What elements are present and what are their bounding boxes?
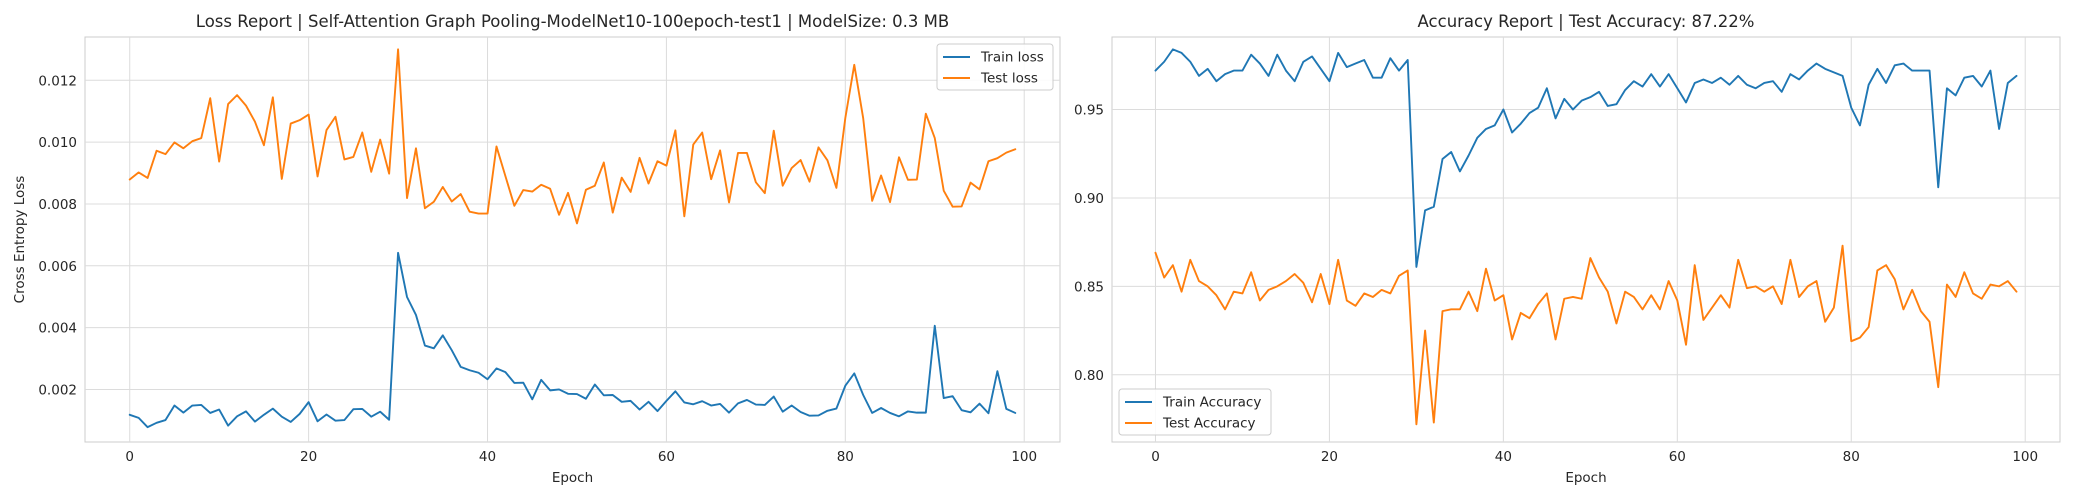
accuracy-y-tick-label: 0.80 — [1074, 368, 1104, 384]
loss-y-axis-label: Cross Entropy Loss — [12, 176, 28, 304]
accuracy-y-tick-label: 0.95 — [1074, 103, 1104, 119]
accuracy-x-tick-label: 100 — [2012, 449, 2038, 465]
accuracy-legend-test-label: Test Accuracy — [1162, 416, 1256, 432]
loss-y-tick-label: 0.002 — [38, 382, 77, 398]
loss-y-tick-label: 0.004 — [38, 321, 77, 337]
loss-x-tick-label: 40 — [479, 449, 496, 465]
accuracy-plot-area — [1111, 36, 2061, 443]
loss-lines — [128, 48, 1017, 429]
loss-legend: Train loss Test loss — [936, 43, 1054, 91]
accuracy-series-line-train-accuracy — [1154, 48, 2018, 268]
accuracy-legend-train-label: Train Accuracy — [1162, 395, 1261, 411]
loss-x-ticks: 0 20 40 60 80 100 — [125, 449, 1037, 465]
loss-legend-train-label: Train loss — [980, 50, 1044, 66]
accuracy-legend-frame — [1118, 388, 1272, 436]
accuracy-x-tick-label: 60 — [1669, 449, 1686, 465]
loss-x-tick-label: 100 — [1011, 449, 1037, 465]
loss-grid — [85, 37, 1060, 442]
loss-x-tick-label: 60 — [658, 449, 675, 465]
loss-series-line-train-loss — [128, 251, 1017, 429]
accuracy-chart-title: Accuracy Report | Test Accuracy: 87.22% — [1418, 12, 1755, 31]
accuracy-x-ticks: 0 20 40 60 80 100 — [1151, 449, 2038, 465]
loss-y-tick-label: 0.012 — [38, 73, 77, 89]
loss-chart-title: Loss Report | Self-Attention Graph Pooli… — [196, 12, 949, 31]
loss-y-tick-label: 0.008 — [38, 197, 77, 213]
accuracy-lines — [1154, 48, 2018, 426]
accuracy-x-tick-label: 0 — [1151, 449, 1160, 465]
loss-y-tick-label: 0.006 — [38, 259, 77, 275]
loss-series-line-test-loss — [128, 48, 1017, 225]
loss-y-ticks: 0.002 0.004 0.006 0.008 0.010 0.012 — [38, 73, 77, 398]
loss-x-axis-label: Epoch — [552, 470, 593, 486]
accuracy-x-tick-label: 20 — [1321, 449, 1338, 465]
accuracy-chart: 0 20 40 60 80 100 0.80 0.85 0.90 0.95 Accuracy R… — [1074, 12, 2061, 486]
accuracy-y-tick-label: 0.90 — [1074, 191, 1104, 207]
loss-legend-test-label: Test loss — [980, 71, 1038, 87]
accuracy-series-line-test-accuracy — [1154, 244, 2018, 426]
loss-plot-area — [84, 36, 1061, 443]
accuracy-legend: Train Accuracy Test Accuracy — [1118, 388, 1272, 436]
loss-x-tick-label: 20 — [300, 449, 317, 465]
accuracy-x-tick-label: 80 — [1843, 449, 1860, 465]
loss-chart: 0 20 40 60 80 100 0.0020.0040.0060.0080.0100.… — [12, 12, 1061, 486]
accuracy-y-tick-label: 0.85 — [1074, 279, 1104, 295]
loss-x-tick-label: 80 — [837, 449, 854, 465]
accuracy-x-axis-label: Epoch — [1565, 470, 1606, 486]
loss-y-tick-label: 0.010 — [38, 135, 77, 151]
loss-x-tick-label: 0 — [125, 449, 134, 465]
accuracy-y-ticks: 0.80 0.85 0.90 0.95 — [1074, 103, 1104, 384]
accuracy-x-tick-label: 40 — [1495, 449, 1512, 465]
